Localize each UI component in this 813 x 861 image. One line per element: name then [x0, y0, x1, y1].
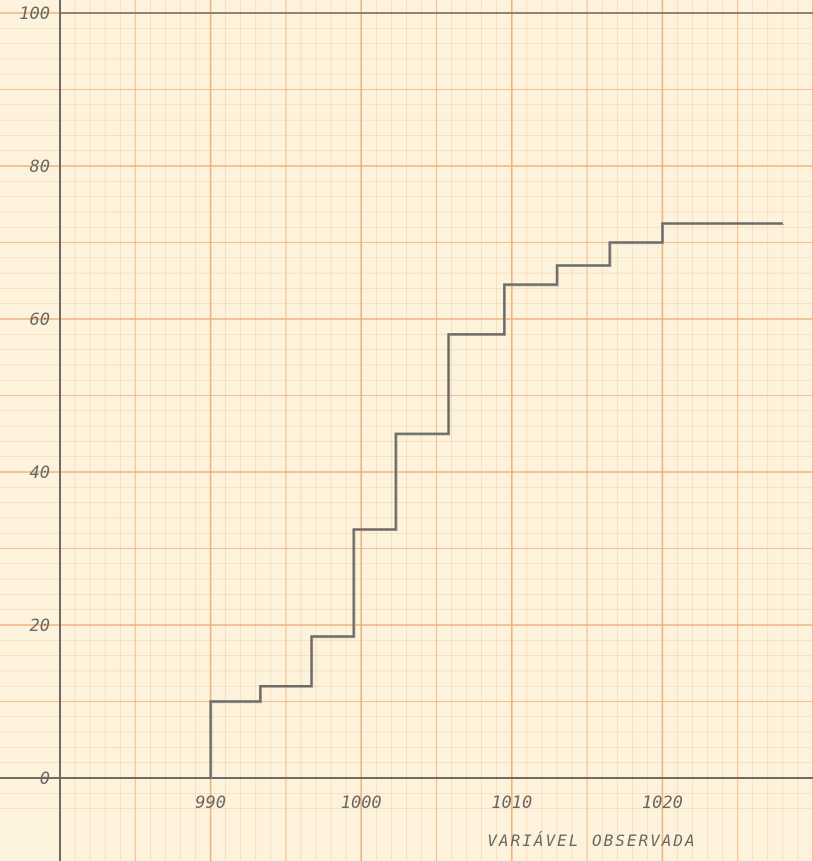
y-tick-label: 60 [30, 310, 50, 330]
y-tick-label: 40 [30, 463, 50, 483]
y-tick-label: 100 [19, 4, 50, 24]
x-tick-label: 1000 [341, 793, 382, 813]
y-tick-label: 80 [30, 157, 50, 177]
y-tick-label: 20 [30, 616, 50, 636]
series-group [209, 222, 785, 780]
step-series-shadow [211, 224, 785, 780]
step-series-line [209, 222, 783, 778]
x-tick-label: 1010 [491, 793, 532, 813]
x-tick-label: 1020 [642, 793, 683, 813]
x-axis-title: VARIÁVEL OBSERVADA [487, 831, 696, 850]
x-tick-label: 990 [195, 793, 226, 813]
y-tick-labels: 0 20 40 60 80 100 [19, 4, 50, 789]
x-tick-labels: 990 1000 1010 1020 [195, 793, 683, 813]
y-tick-label: 0 [40, 769, 50, 789]
